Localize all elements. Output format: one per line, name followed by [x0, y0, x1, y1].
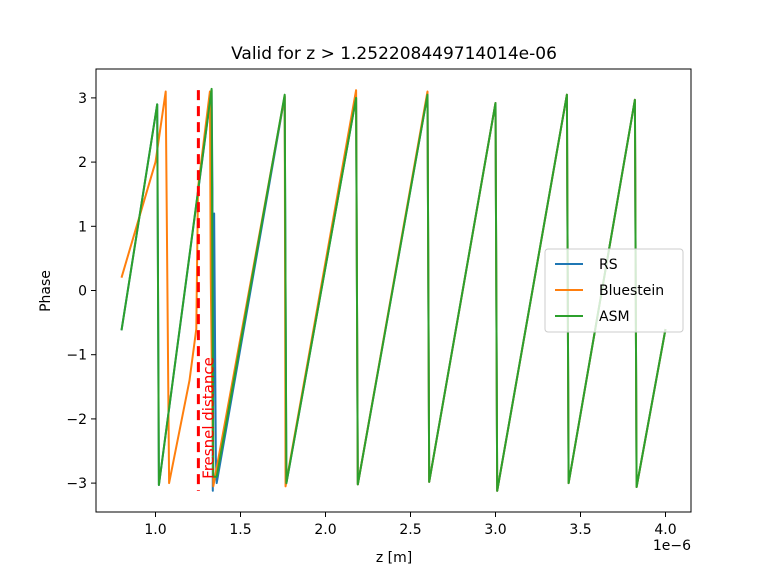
y-axis: −3 −2 −1 0 1 2 3 [66, 91, 96, 492]
y-tick-label: 1 [78, 219, 87, 235]
x-axis-label: z [m] [376, 550, 412, 566]
x-axis: 1.0 1.5 2.0 2.5 3.0 3.5 4.0 [144, 512, 677, 538]
x-tick-label: 3.5 [569, 522, 591, 538]
y-tick-label: −3 [66, 476, 87, 492]
y-tick-label: 3 [78, 91, 87, 107]
legend-label-rs: RS [599, 257, 618, 273]
legend-box [544, 248, 684, 333]
legend-label-bluestein: Bluestein [599, 283, 664, 299]
y-tick-label: 2 [78, 155, 87, 171]
y-tick-label: −1 [66, 348, 87, 364]
y-axis-label: Phase [38, 270, 54, 312]
chart-title: Valid for z > 1.252208449714014e-06 [231, 44, 557, 64]
x-offset-label: 1e−6 [653, 538, 691, 554]
legend: RS Bluestein ASM [544, 248, 684, 333]
x-tick-label: 4.0 [654, 522, 676, 538]
x-tick-label: 1.0 [144, 522, 166, 538]
x-tick-label: 2.0 [314, 522, 336, 538]
annotation-group: Fresnel distance [196, 90, 217, 491]
y-tick-label: −2 [66, 412, 87, 428]
x-tick-label: 3.0 [484, 522, 506, 538]
x-tick-label: 1.5 [229, 522, 251, 538]
y-tick-label: 0 [78, 284, 87, 300]
legend-label-asm: ASM [599, 309, 630, 325]
fresnel-distance-label: Fresnel distance [199, 357, 217, 479]
x-tick-label: 2.5 [399, 522, 421, 538]
series-line-asm [120, 87, 667, 492]
